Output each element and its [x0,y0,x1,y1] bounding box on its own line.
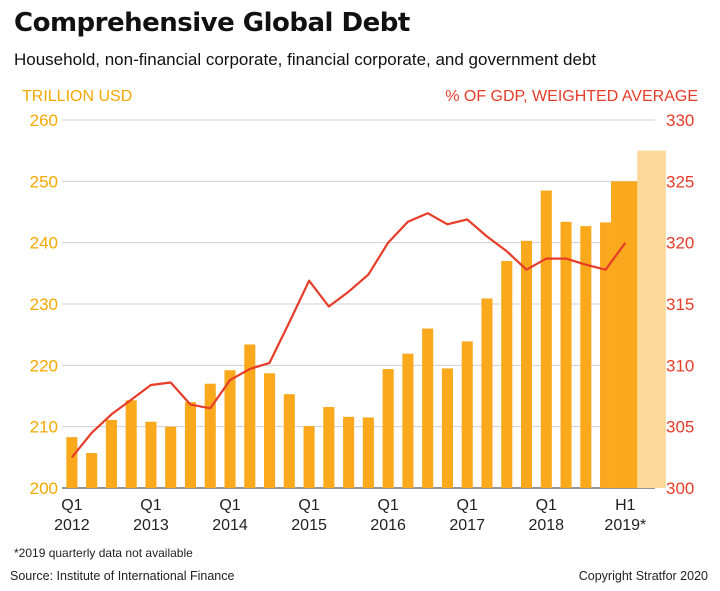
bar [303,426,315,488]
bar [343,416,355,488]
x-tick-label-period: Q1 [377,497,398,514]
right-tick-label: 300 [666,479,694,498]
x-tick-label-year: 2013 [133,517,169,534]
left-axis-label: TRILLION USD [22,88,133,105]
x-tick-label-year: 2016 [370,517,406,534]
right-tick-label: 315 [666,295,694,314]
right-tick-label: 325 [666,172,694,191]
bar [422,328,434,488]
bar [105,419,117,488]
bar [86,453,98,488]
bar [481,298,493,488]
x-tick-label-year: 2014 [212,517,248,534]
bar [184,402,197,488]
copyright-note: Copyright Stratfor 2020 [578,569,708,583]
x-tick-label-year: 2019* [604,517,646,534]
left-tick-label: 260 [30,111,58,130]
chart-title: Comprehensive Global Debt [14,8,410,38]
bar [540,190,552,489]
x-tick-label-period: Q1 [61,497,82,514]
right-tick-label: 310 [666,356,694,375]
bar [362,417,374,488]
bar [165,426,177,488]
bar [382,369,394,488]
x-tick-label-period: Q1 [140,497,161,514]
left-tick-label: 230 [30,295,58,314]
x-tick-label-period: Q1 [219,497,240,514]
bar [441,368,453,488]
bar [402,353,414,488]
x-tick-label-period: H1 [615,497,636,514]
footnote: *2019 quarterly data not available [14,546,193,560]
bar [66,437,78,488]
bar [323,407,335,488]
x-tick-label-year: 2018 [528,517,564,534]
bar [283,394,295,488]
left-tick-label: 200 [30,479,58,498]
bar [244,344,256,488]
bar [145,421,157,488]
right-axis-label: % OF GDP, WEIGHTED AVERAGE [445,88,698,105]
projection-bar [637,150,666,488]
bar [611,181,640,489]
bar [520,240,533,488]
left-tick-label: 250 [30,172,58,191]
left-tick-label: 210 [30,418,58,437]
left-tick-label: 240 [30,234,58,253]
bar [600,222,612,488]
bar [125,400,137,488]
bar [204,383,216,488]
bar [264,373,276,488]
source-note: Source: Institute of International Finan… [10,569,235,583]
right-tick-label: 305 [666,418,694,437]
bar [501,261,513,488]
x-tick-label-year: 2017 [449,517,485,534]
left-tick-label: 220 [30,356,58,375]
bar [461,341,473,488]
right-tick-label: 330 [666,111,694,130]
right-tick-label: 320 [666,234,694,253]
x-tick-label-period: Q1 [536,497,557,514]
x-tick-label-period: Q1 [457,497,478,514]
bar [580,226,592,488]
x-tick-label-year: 2012 [54,517,90,534]
x-tick-label-period: Q1 [298,497,319,514]
bar [224,370,236,488]
gdp-ratio-line [71,212,627,458]
x-tick-label-year: 2015 [291,517,327,534]
bar [560,221,572,488]
chart-subtitle: Household, non-financial corporate, fina… [14,50,597,69]
